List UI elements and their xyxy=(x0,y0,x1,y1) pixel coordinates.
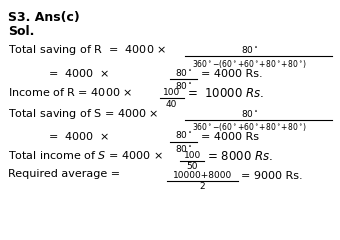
Text: 80$^\circ$: 80$^\circ$ xyxy=(175,67,192,78)
Text: Total saving of R  =  4000 $\times$: Total saving of R = 4000 $\times$ xyxy=(8,43,167,57)
Text: Required average =: Required average = xyxy=(8,169,121,179)
Text: Total saving of S = 4000 $\times$: Total saving of S = 4000 $\times$ xyxy=(8,107,159,121)
Text: =  4000  $\times$: = 4000 $\times$ xyxy=(48,130,109,142)
Text: = 8000 $\it{Rs.}$: = 8000 $\it{Rs.}$ xyxy=(207,150,273,162)
Text: = 9000 Rs.: = 9000 Rs. xyxy=(241,171,303,181)
Text: = 4000 Rs: = 4000 Rs xyxy=(201,132,259,142)
Text: 2: 2 xyxy=(200,182,205,192)
Text: 10000+8000: 10000+8000 xyxy=(173,171,232,180)
Text: Sol.: Sol. xyxy=(8,25,35,38)
Text: = 4000 Rs.: = 4000 Rs. xyxy=(201,69,262,79)
Text: 80$^\circ$: 80$^\circ$ xyxy=(175,143,192,154)
Text: 80$^\circ$: 80$^\circ$ xyxy=(241,108,259,119)
Text: =  4000  $\times$: = 4000 $\times$ xyxy=(48,67,109,79)
Text: Total income of $S$ = 4000 $\times$: Total income of $S$ = 4000 $\times$ xyxy=(8,149,164,161)
Text: S3. Ans(c): S3. Ans(c) xyxy=(8,11,80,24)
Text: 360$^\circ$$-$(60$^\circ$+60$^\circ$+80$^\circ$+80$^\circ$): 360$^\circ$$-$(60$^\circ$+60$^\circ$+80$… xyxy=(192,58,307,70)
Text: 80$^\circ$: 80$^\circ$ xyxy=(241,44,259,55)
Text: 100: 100 xyxy=(163,88,180,97)
Text: Income of R = 4000 $\times$: Income of R = 4000 $\times$ xyxy=(8,86,133,98)
Text: =  10000 $\it{Rs.}$: = 10000 $\it{Rs.}$ xyxy=(187,87,264,100)
Text: 80$^\circ$: 80$^\circ$ xyxy=(175,80,192,91)
Text: 50: 50 xyxy=(186,162,198,171)
Text: 40: 40 xyxy=(166,100,177,109)
Text: 100: 100 xyxy=(184,151,201,160)
Text: 80$^\circ$: 80$^\circ$ xyxy=(175,129,192,140)
Text: 360$^\circ$$-$(60$^\circ$+60$^\circ$+80$^\circ$+80$^\circ$): 360$^\circ$$-$(60$^\circ$+60$^\circ$+80$… xyxy=(192,121,307,133)
